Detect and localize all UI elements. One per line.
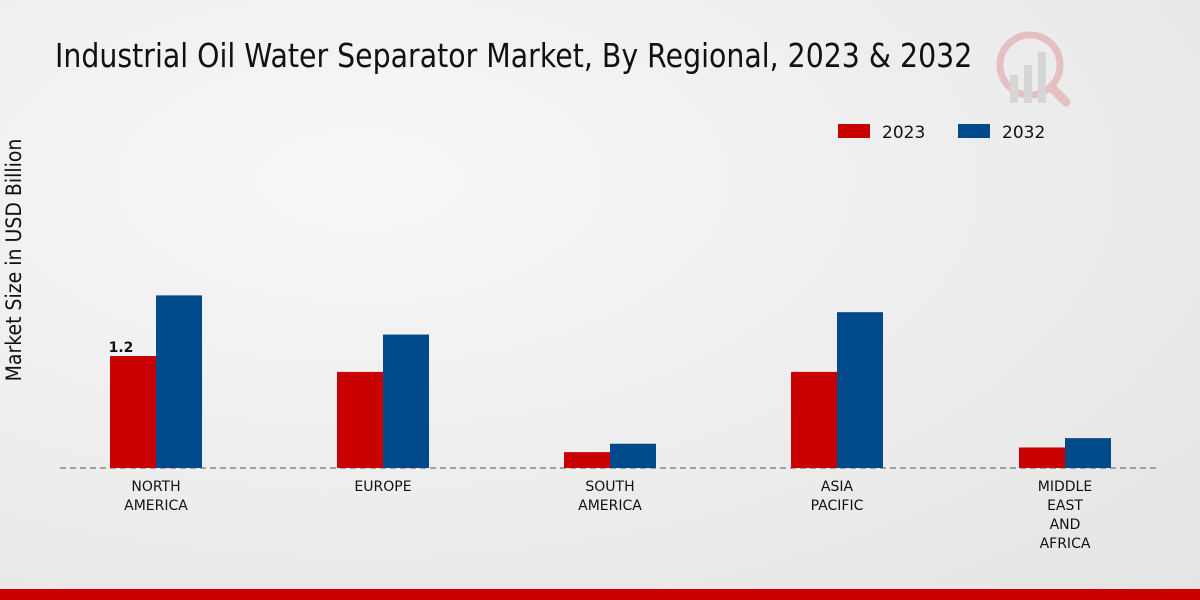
watermark-logo	[996, 31, 1071, 107]
bar-2023-3	[791, 371, 837, 468]
bar-2023-2	[564, 452, 610, 468]
x-tick-label: NORTH AMERICA	[124, 479, 188, 514]
bar-2032-0	[156, 295, 202, 468]
x-tick-label: SOUTH AMERICA	[578, 479, 642, 514]
bar-2023-4	[1019, 447, 1065, 468]
footer-bar	[0, 589, 1200, 600]
x-tick-label: ASIA PACIFIC	[811, 479, 864, 514]
bar-2032-1	[383, 334, 429, 468]
legend-label-2023: 2023	[882, 123, 925, 143]
x-tick-label: MIDDLE EAST AND AFRICA	[1038, 479, 1092, 552]
legend-swatch-2032	[958, 124, 990, 138]
bar-2032-3	[837, 312, 883, 468]
bar-2023-1	[337, 371, 383, 468]
bar-2032-4	[1065, 438, 1111, 468]
data-label: 1.2	[109, 340, 134, 356]
legend-swatch-2023	[838, 124, 870, 138]
bar-2023-0	[110, 356, 156, 468]
chart-title: Industrial Oil Water Separator Market, B…	[55, 36, 973, 75]
x-tick-label: EUROPE	[354, 479, 411, 495]
legend-label-2032: 2032	[1002, 123, 1045, 143]
bar-2032-2	[610, 443, 656, 468]
